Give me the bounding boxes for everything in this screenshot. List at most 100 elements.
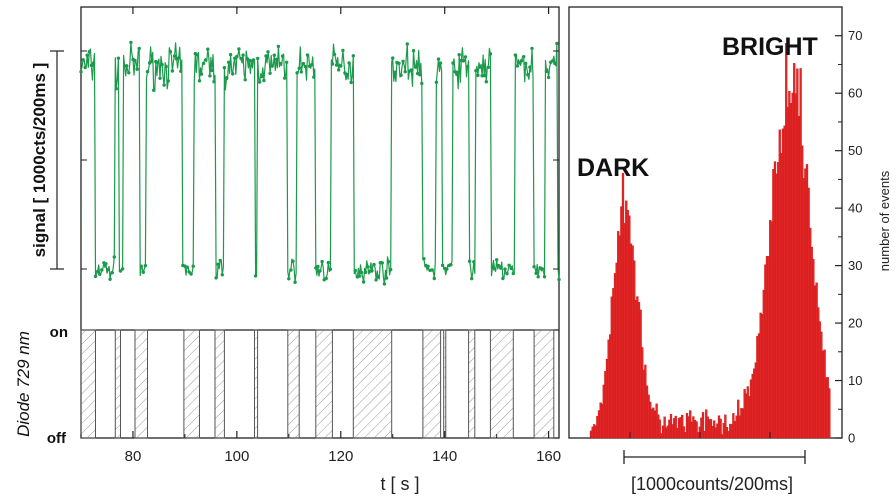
signal-point <box>185 265 189 269</box>
signal-point <box>301 61 306 66</box>
signal-trace <box>79 40 561 286</box>
signal-point <box>536 275 540 279</box>
signal-point <box>91 61 96 65</box>
signal-point <box>270 64 274 68</box>
signal-point <box>513 53 518 57</box>
signal-point <box>204 58 208 62</box>
x-tick-label: 160 <box>536 448 561 465</box>
signal-point <box>351 54 355 58</box>
signal-point <box>476 73 480 78</box>
signal-point <box>168 50 173 54</box>
signal-point <box>495 258 499 262</box>
signal-point <box>195 53 200 57</box>
signal-point <box>299 70 303 74</box>
y-tick-label: 50 <box>848 143 862 158</box>
signal-point <box>438 61 443 65</box>
signal-point <box>295 71 299 75</box>
signal-point <box>505 271 509 276</box>
left-panel-minor-ticks <box>80 50 559 438</box>
signal-point <box>515 64 520 68</box>
x-tick-label: 120 <box>328 448 353 465</box>
signal-point <box>112 255 117 259</box>
signal-point <box>451 61 455 65</box>
signal-point <box>95 269 100 274</box>
signal-point <box>353 268 357 273</box>
signal-point <box>243 78 247 82</box>
histogram-bar <box>719 418 722 439</box>
signal-point <box>420 81 424 86</box>
signal-scale-bar <box>50 50 64 270</box>
diode-pulse <box>287 329 300 439</box>
signal-point <box>98 272 102 276</box>
signal-point <box>283 76 287 80</box>
signal-point <box>361 280 366 284</box>
signal-point <box>374 278 378 282</box>
signal-point <box>166 79 170 83</box>
diode-pulse <box>352 329 393 439</box>
signal-point <box>310 62 314 67</box>
signal-point <box>501 276 505 281</box>
diode-pulse <box>422 329 442 439</box>
signal-point <box>89 63 94 68</box>
events-axis-ticks: 0 10 20 30 40 50 60 70 <box>629 28 862 446</box>
signal-point <box>359 270 364 275</box>
diode-pulse <box>134 329 148 439</box>
signal-point <box>519 59 524 63</box>
histogram-bar <box>658 419 661 439</box>
signal-point <box>555 41 559 46</box>
signal-point <box>432 276 436 281</box>
signal-point <box>434 80 439 85</box>
histogram-bar <box>701 412 705 439</box>
signal-point <box>332 52 337 56</box>
signal-point <box>422 257 426 261</box>
signal-point <box>141 270 145 274</box>
signal-point <box>528 65 532 69</box>
y-tick-label: 20 <box>848 316 862 331</box>
signal-point <box>463 55 468 59</box>
signal-point <box>220 273 224 277</box>
signal-point <box>303 64 308 69</box>
signal-trace-line <box>80 41 560 285</box>
signal-point <box>349 80 353 85</box>
signal-point <box>474 69 478 73</box>
signal-point <box>162 83 166 87</box>
signal-point <box>478 65 482 69</box>
counts-scale-bar <box>623 450 806 464</box>
signal-point <box>276 44 281 49</box>
y-tick-label: 40 <box>848 201 862 216</box>
signal-point <box>457 53 461 57</box>
diode-off-label: off <box>47 430 67 447</box>
y-tick-label: 60 <box>848 86 862 101</box>
signal-point <box>251 58 256 62</box>
events-axis-title: number of events <box>877 170 892 271</box>
signal-point <box>93 274 98 279</box>
x-tick-label: 140 <box>432 448 457 465</box>
signal-point <box>177 56 181 60</box>
signal-point <box>156 60 160 65</box>
signal-point <box>511 271 515 276</box>
diode-pulse <box>254 329 259 439</box>
signal-point <box>386 260 391 264</box>
signal-point <box>403 70 407 74</box>
signal-point <box>326 260 330 265</box>
signal-point <box>116 56 121 60</box>
signal-point <box>482 73 486 78</box>
diode-pulse <box>468 329 476 439</box>
signal-point <box>399 73 403 77</box>
dark-annotation: DARK <box>577 154 649 182</box>
signal-point <box>158 76 162 81</box>
signal-point <box>87 50 92 54</box>
signal-point <box>114 87 119 91</box>
signal-point <box>125 64 129 68</box>
signal-point <box>544 69 549 74</box>
y-tick-label: 70 <box>848 28 862 43</box>
signal-point <box>436 57 441 61</box>
signal-point <box>507 263 511 267</box>
signal-point <box>445 267 449 271</box>
signal-point <box>517 61 522 65</box>
signal-point <box>291 259 295 263</box>
signal-point <box>364 270 368 274</box>
signal-point <box>376 275 380 279</box>
signal-point <box>440 263 445 267</box>
